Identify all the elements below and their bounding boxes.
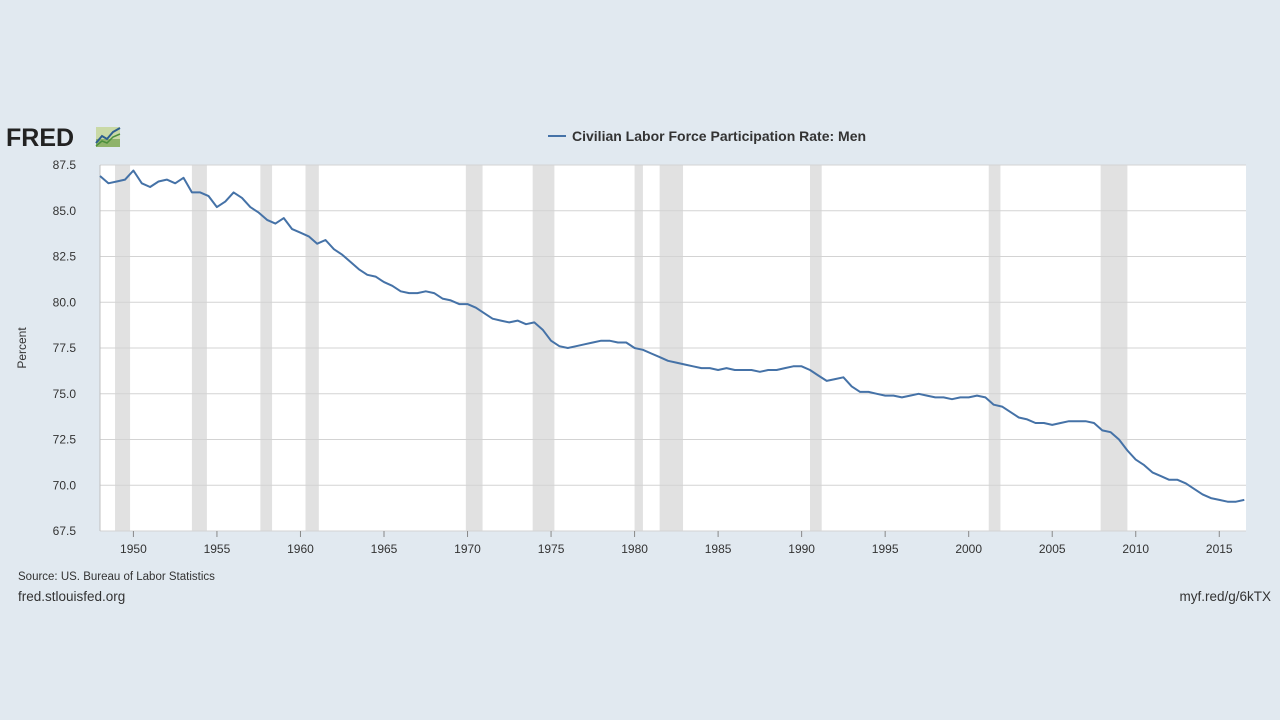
y-axis-ticks: 67.5 70.0 72.5 75.0 77.5 80.0 82.5 85.0 87.5 bbox=[53, 158, 77, 538]
line-chart: 67.5 70.0 72.5 75.0 77.5 80.0 82.5 85.0 87.5 195… bbox=[15, 158, 1246, 556]
y-axis-title: Percent bbox=[15, 327, 29, 369]
y-tick-label: 67.5 bbox=[53, 524, 77, 538]
x-tick-label: 2010 bbox=[1122, 542, 1149, 556]
y-tick-label: 70.0 bbox=[53, 478, 77, 492]
x-tick-label: 2000 bbox=[955, 542, 982, 556]
y-tick-label: 85.0 bbox=[53, 204, 77, 218]
grid-lines bbox=[99, 164, 1246, 532]
y-tick-label: 87.5 bbox=[53, 158, 77, 172]
y-tick-label: 75.0 bbox=[53, 387, 77, 401]
x-tick-label: 1970 bbox=[454, 542, 481, 556]
x-tick-label: 1980 bbox=[621, 542, 648, 556]
legend-swatch bbox=[548, 135, 566, 137]
x-tick-label: 1990 bbox=[788, 542, 815, 556]
line-graph-icon bbox=[95, 127, 121, 147]
x-tick-label: 1985 bbox=[705, 542, 732, 556]
x-tick-label: 1955 bbox=[204, 542, 231, 556]
y-tick-label: 80.0 bbox=[53, 295, 77, 309]
series-line bbox=[99, 169, 1245, 503]
x-tick-label: 1995 bbox=[872, 542, 899, 556]
x-tick-label: 2005 bbox=[1039, 542, 1066, 556]
short-link[interactable]: myf.red/g/6kTX bbox=[1179, 589, 1271, 604]
x-tick-label: 1960 bbox=[287, 542, 314, 556]
legend-label: Civilian Labor Force Participation Rate:… bbox=[572, 128, 867, 144]
x-axis-ticks: 1950 1955 1960 1965 1970 1975 1980 1985 1990 1995… bbox=[120, 531, 1233, 556]
y-tick-label: 82.5 bbox=[53, 250, 77, 264]
y-tick-label: 72.5 bbox=[53, 433, 77, 447]
x-tick-label: 1965 bbox=[371, 542, 398, 556]
x-tick-label: 1975 bbox=[538, 542, 565, 556]
fred-logo: FRED bbox=[6, 124, 121, 151]
y-tick-label: 77.5 bbox=[53, 341, 77, 355]
site-link[interactable]: fred.stlouisfed.org bbox=[18, 589, 126, 604]
x-tick-label: 1950 bbox=[120, 542, 147, 556]
x-tick-label: 2015 bbox=[1206, 542, 1233, 556]
source-note: Source: US. Bureau of Labor Statistics bbox=[18, 571, 215, 583]
chart-legend: Civilian Labor Force Participation Rate:… bbox=[548, 128, 866, 144]
fred-logo-text: FRED bbox=[6, 124, 74, 151]
